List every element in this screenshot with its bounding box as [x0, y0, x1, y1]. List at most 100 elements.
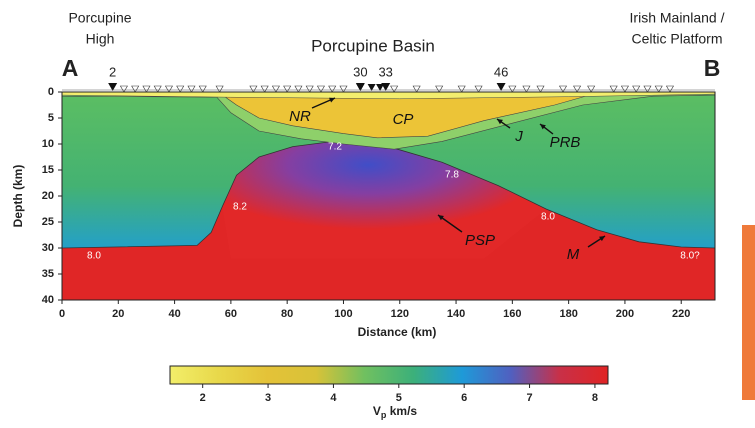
velocity-label: 8.2 [233, 202, 247, 213]
station-hollow [271, 85, 280, 93]
annotation: CP [393, 111, 414, 128]
x-tick-label: 140 [447, 308, 465, 320]
station-hollow [508, 85, 517, 93]
station-label: 30 [353, 64, 367, 79]
right-region: Celtic Platform [631, 31, 722, 47]
velocity-label: 8.0 [87, 251, 101, 262]
right-region: Irish Mainland / [630, 10, 725, 26]
station-hollow [283, 85, 292, 93]
station-hollow [294, 85, 303, 93]
y-axis-label: Depth (km) [11, 165, 25, 228]
arrow-head [599, 236, 605, 242]
station-hollow [522, 85, 531, 93]
station-hollow [643, 85, 652, 93]
velocity-label: 7.8 [445, 170, 459, 181]
station-label: 33 [378, 64, 392, 79]
x-tick-label: 200 [616, 308, 634, 320]
colorbar-tick-label: 8 [592, 392, 598, 404]
y-tick-label: 30 [42, 242, 54, 254]
x-tick-label: 60 [225, 308, 237, 320]
station-hollow [249, 85, 258, 93]
station-marker [108, 83, 118, 91]
profile-end: B [704, 55, 721, 81]
x-tick-label: 20 [112, 308, 124, 320]
station-marker [496, 83, 506, 91]
left-region: High [86, 31, 115, 47]
colorbar-tick-label: 2 [200, 392, 206, 404]
station-hollow [474, 85, 483, 93]
arrow-head [329, 97, 335, 103]
station-hollow [665, 85, 674, 93]
side-bar [742, 225, 755, 400]
left-region: Porcupine [68, 10, 131, 26]
colorbar-label: Vp km/s [373, 404, 418, 420]
station-hollow [632, 85, 641, 93]
x-axis-label: Distance (km) [358, 325, 437, 339]
station-hollow [316, 85, 325, 93]
station-hollow [573, 85, 582, 93]
chart-title: Porcupine Basin [311, 36, 435, 55]
x-tick-label: 40 [168, 308, 180, 320]
station-hollow [390, 85, 399, 93]
x-tick-label: 220 [672, 308, 690, 320]
profile-start: A [62, 55, 79, 81]
x-tick-label: 180 [559, 308, 577, 320]
station-hollow [339, 85, 348, 93]
y-tick-label: 25 [42, 216, 54, 228]
station-hollow [536, 85, 545, 93]
colorbar-tick-label: 4 [330, 392, 337, 404]
colorbar [169, 365, 609, 385]
y-tick-label: 20 [42, 190, 54, 202]
x-tick-label: 0 [59, 308, 65, 320]
psp-body [222, 141, 547, 259]
station-hollow [176, 85, 185, 93]
x-tick-label: 160 [503, 308, 521, 320]
arrow-head [540, 124, 546, 130]
annotation: NR [289, 108, 311, 125]
station-hollow [587, 85, 596, 93]
x-tick-label: 100 [334, 308, 352, 320]
x-tick-label: 120 [391, 308, 409, 320]
station-hollow [328, 85, 337, 93]
y-tick-label: 40 [42, 294, 54, 306]
station-marker [355, 83, 365, 91]
station-hollow [457, 85, 466, 93]
velocity-label: 8.0 [541, 212, 555, 223]
annotation: J [514, 128, 523, 145]
cp-layer [218, 92, 597, 139]
colorbar-label-unit: km/s [386, 404, 417, 418]
annotation: PSP [465, 232, 495, 249]
station-hollow [153, 85, 162, 93]
station-hollow [305, 85, 314, 93]
station-hollow [164, 85, 173, 93]
station-hollow [187, 85, 196, 93]
station-label: 46 [494, 64, 508, 79]
station-hollow [260, 85, 269, 93]
station-hollow [620, 85, 629, 93]
y-tick-label: 0 [48, 86, 54, 98]
colorbar-label-main: V [373, 404, 381, 418]
station-hollow [412, 85, 421, 93]
colorbar-tick-label: 5 [396, 392, 402, 404]
station-hollow [558, 85, 568, 93]
y-tick-label: 5 [48, 112, 54, 124]
y-tick-label: 15 [42, 164, 54, 176]
y-tick-label: 10 [42, 138, 54, 150]
station-hollow [142, 85, 151, 93]
y-tick-label: 35 [42, 268, 54, 280]
velocity-label: 8.0? [680, 251, 700, 262]
station-label: 2 [109, 64, 116, 79]
colorbar-tick-label: 3 [265, 392, 271, 404]
station-hollow [119, 85, 128, 93]
colorbar-label-sub: p [381, 410, 387, 420]
velocity-label: 7.2 [328, 142, 342, 153]
station-hollow [198, 85, 207, 93]
annotation: PRB [550, 134, 581, 151]
arrow-head [497, 119, 503, 125]
annotation: M [567, 246, 580, 263]
arrow-head [438, 215, 444, 221]
station-marker [381, 83, 391, 91]
colorbar-tick-label: 7 [526, 392, 532, 404]
colorbar-tick-label: 6 [461, 392, 467, 404]
